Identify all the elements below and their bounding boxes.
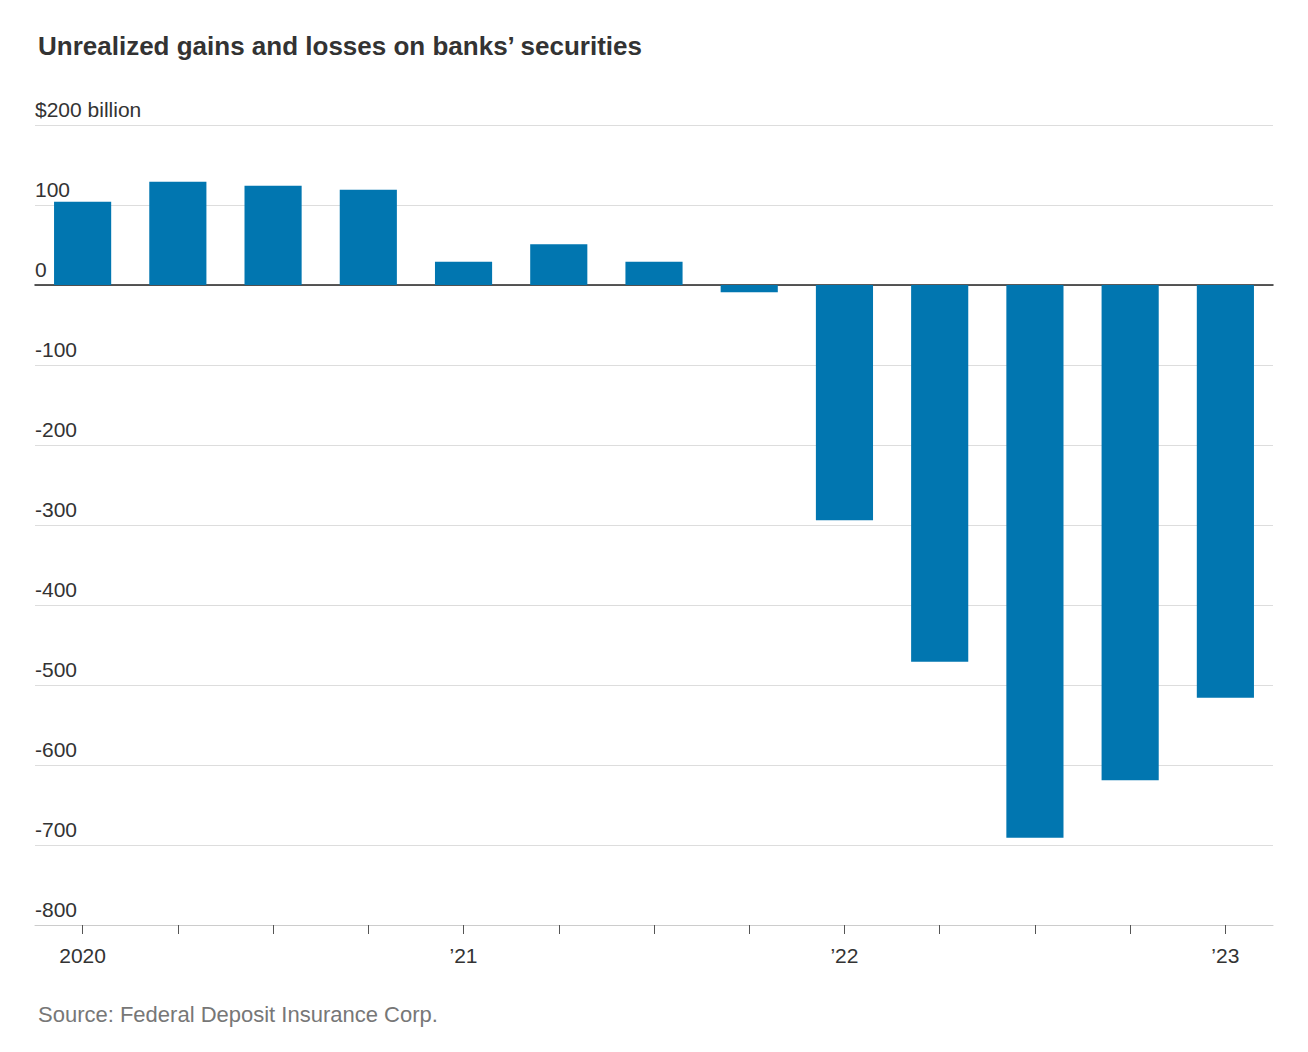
svg-text:’21: ’21	[450, 944, 478, 967]
svg-text:$200 billion: $200 billion	[35, 98, 141, 121]
svg-text:-200: -200	[35, 418, 77, 441]
svg-text:Unrealized gains and losses on: Unrealized gains and losses on banks’ se…	[38, 31, 642, 61]
svg-text:2020: 2020	[59, 944, 106, 967]
svg-text:’23: ’23	[1211, 944, 1239, 967]
svg-text:-600: -600	[35, 738, 77, 761]
svg-text:Source: Federal Deposit Insura: Source: Federal Deposit Insurance Corp.	[38, 1002, 438, 1027]
svg-text:100: 100	[35, 178, 70, 201]
svg-text:’22: ’22	[830, 944, 858, 967]
svg-text:-300: -300	[35, 498, 77, 521]
svg-text:-400: -400	[35, 578, 77, 601]
svg-text:-700: -700	[35, 818, 77, 841]
svg-text:0: 0	[35, 258, 47, 281]
svg-text:-500: -500	[35, 658, 77, 681]
svg-text:-100: -100	[35, 338, 77, 361]
svg-text:-800: -800	[35, 898, 77, 921]
